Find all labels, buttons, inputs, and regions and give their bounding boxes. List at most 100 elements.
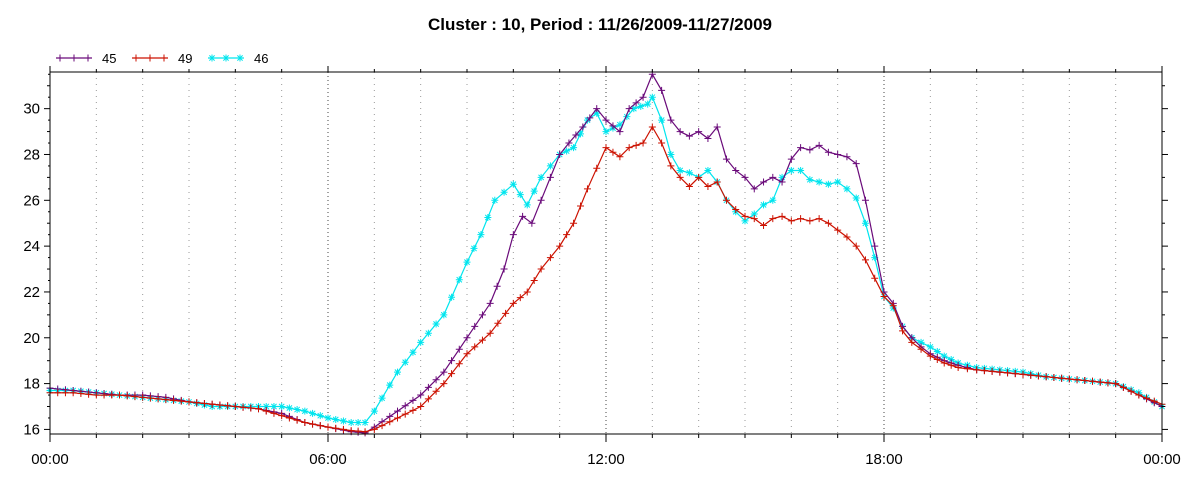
data-point-marker xyxy=(448,370,456,378)
data-point-marker xyxy=(537,196,545,204)
data-point-marker xyxy=(85,390,93,398)
data-point-marker xyxy=(494,319,502,327)
data-point-marker xyxy=(577,202,585,210)
data-point-marker xyxy=(676,167,684,175)
data-point-marker xyxy=(648,93,656,101)
data-point-marker xyxy=(139,393,147,401)
data-point-marker xyxy=(667,116,675,124)
data-point-marker xyxy=(417,403,425,411)
data-point-marker xyxy=(648,123,656,131)
data-point-marker xyxy=(401,358,409,366)
data-point-marker xyxy=(602,128,610,136)
data-point-marker xyxy=(616,121,624,129)
data-point-marker xyxy=(1073,376,1081,384)
data-point-marker xyxy=(486,299,494,307)
data-point-marker xyxy=(470,244,478,252)
x-tick-label: 00:00 xyxy=(31,451,69,468)
data-point-marker xyxy=(732,167,740,175)
data-point-marker xyxy=(769,196,777,204)
data-point-marker xyxy=(586,114,594,122)
data-point-marker xyxy=(704,167,712,175)
data-point-marker xyxy=(432,376,440,384)
data-point-marker xyxy=(1089,377,1096,385)
data-point-marker xyxy=(270,403,278,411)
data-point-marker xyxy=(162,396,170,404)
data-point-marker xyxy=(324,423,332,431)
data-point-marker xyxy=(644,100,652,108)
data-point-marker xyxy=(880,293,888,301)
data-point-marker xyxy=(160,54,168,62)
data-point-marker xyxy=(216,401,224,409)
data-point-marker xyxy=(537,173,545,181)
data-point-marker xyxy=(565,139,573,147)
data-point-marker xyxy=(778,173,786,181)
data-point-marker xyxy=(455,345,463,353)
data-point-marker xyxy=(509,180,517,188)
legend-item-45: 45 xyxy=(56,51,116,66)
data-point-marker xyxy=(815,141,823,149)
data-point-marker xyxy=(332,424,340,432)
data-point-marker xyxy=(815,215,823,223)
data-point-marker xyxy=(623,113,631,121)
data-point-marker xyxy=(1150,397,1158,405)
data-point-marker xyxy=(409,348,417,356)
data-point-marker xyxy=(132,54,140,62)
data-point-marker xyxy=(667,150,675,158)
y-tick-label: 16 xyxy=(23,421,40,438)
data-point-marker xyxy=(996,368,1004,376)
data-point-marker xyxy=(695,128,703,136)
data-point-marker xyxy=(760,178,768,186)
grid xyxy=(95,72,1117,434)
data-point-marker xyxy=(843,185,851,193)
data-point-marker xyxy=(108,391,116,399)
data-point-marker xyxy=(861,196,869,204)
data-point-marker xyxy=(750,210,758,218)
data-point-marker xyxy=(293,416,301,424)
data-point-marker xyxy=(69,389,77,397)
data-point-marker xyxy=(354,427,362,435)
data-point-marker xyxy=(704,134,712,142)
data-point-marker xyxy=(516,191,524,199)
data-point-marker xyxy=(676,173,684,181)
data-point-marker xyxy=(667,162,675,170)
data-point-marker xyxy=(1119,383,1127,391)
data-point-marker xyxy=(270,409,278,417)
data-point-marker xyxy=(616,153,624,161)
data-point-marker xyxy=(516,294,524,302)
data-point-marker xyxy=(570,144,578,152)
data-point-marker xyxy=(370,407,378,415)
data-point-marker xyxy=(285,404,293,412)
data-point-marker xyxy=(632,141,640,149)
legend-label: 49 xyxy=(178,51,192,66)
data-point-marker xyxy=(947,361,955,369)
data-point-marker xyxy=(339,425,347,433)
data-point-marker xyxy=(778,178,786,186)
data-point-marker xyxy=(843,153,851,161)
data-point-marker xyxy=(309,420,317,428)
data-point-marker xyxy=(54,389,62,397)
data-point-marker xyxy=(432,320,440,328)
data-point-marker xyxy=(316,422,324,430)
data-point-marker xyxy=(463,258,471,266)
data-point-marker xyxy=(236,54,244,62)
data-point-marker xyxy=(963,365,971,373)
data-point-marker xyxy=(1050,373,1058,381)
data-point-marker xyxy=(530,187,538,195)
data-point-marker xyxy=(131,393,139,401)
data-point-marker xyxy=(940,359,948,367)
data-point-marker xyxy=(637,102,645,110)
data-point-marker xyxy=(324,414,332,422)
data-point-marker xyxy=(455,276,463,284)
data-point-marker xyxy=(1104,379,1112,387)
y-tick-label: 28 xyxy=(23,146,40,163)
data-point-marker xyxy=(852,194,860,202)
data-point-marker xyxy=(750,215,758,223)
y-axis: 16 18 20 22 24 26 28 30 xyxy=(23,73,1168,438)
data-point-marker xyxy=(889,302,897,310)
data-point-marker xyxy=(797,144,805,152)
data-point-marker xyxy=(1096,378,1104,386)
data-point-marker xyxy=(146,394,154,402)
data-point-marker xyxy=(278,412,286,420)
data-point-marker xyxy=(394,414,401,422)
data-point-marker xyxy=(787,167,795,175)
